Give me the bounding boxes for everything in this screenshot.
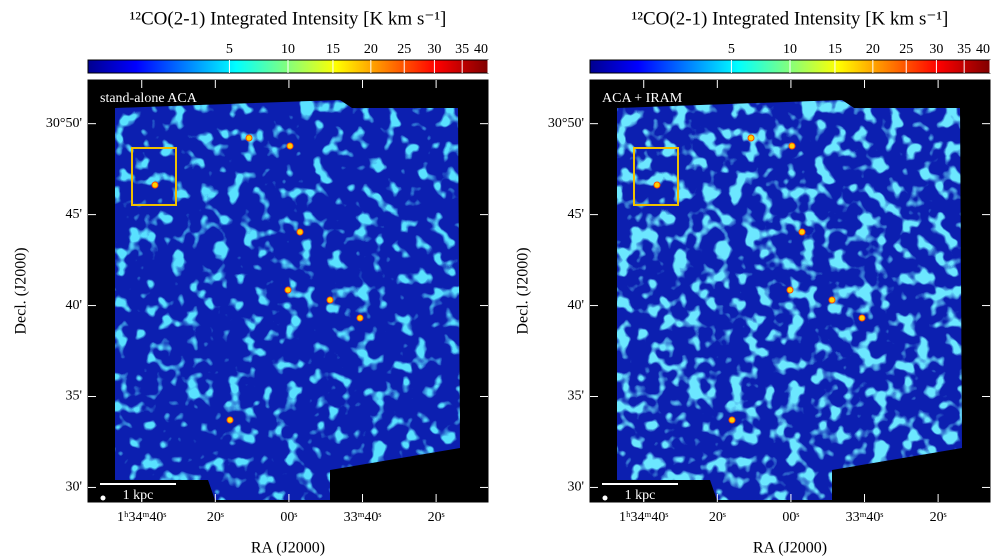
x-tick-label: 20ˢ (207, 510, 224, 525)
colorbar-tick-label: 20 (364, 42, 378, 57)
colorbar-tick-label: 15 (828, 42, 842, 57)
y-axis-label: Decl. (J2000) (13, 247, 30, 334)
emission (115, 100, 460, 500)
scale-bar-label: 1 kpc (123, 488, 154, 503)
colorbar-tick-label: 35 (455, 42, 469, 57)
x-axis-label: RA (J2000) (251, 540, 325, 557)
x-tick-label: 20ˢ (428, 510, 445, 525)
colorbar-tick-label: 5 (728, 42, 735, 57)
y-tick-label: 40' (567, 298, 584, 313)
x-axis-label: RA (J2000) (753, 540, 827, 557)
bright-clump (151, 181, 159, 189)
x-tick-label: 20ˢ (930, 510, 947, 525)
panel-title: ¹²CO(2-1) Integrated Intensity [K km s⁻¹… (130, 8, 447, 29)
map: 1 kpc ACA + IRAM (602, 91, 962, 503)
colorbar-tick-label: 40 (474, 42, 488, 57)
x-tick-label: 33ᵐ40ˢ (344, 510, 382, 525)
x-tick-label: 00ˢ (782, 510, 799, 525)
colorbar-tick-label: 30 (427, 42, 441, 57)
panel-label: ACA + IRAM (602, 91, 683, 106)
x-tick-label: 00ˢ (280, 510, 297, 525)
colorbar-tick-label: 30 (929, 42, 943, 57)
bright-clump (788, 142, 796, 150)
bright-clump (226, 416, 234, 424)
x-tick-label: 1ʰ34ᵐ40ˢ (619, 510, 668, 525)
y-tick-label: 30°50' (46, 116, 82, 131)
map: 1 kpc stand-alone ACA (100, 91, 460, 503)
y-axis-label: Decl. (J2000) (515, 247, 532, 334)
bright-clump (747, 134, 755, 142)
beam (100, 495, 106, 501)
colorbar-tick-label: 20 (866, 42, 880, 57)
colorbar-tick-label: 25 (397, 42, 411, 57)
colorbar-tick-label: 15 (326, 42, 340, 57)
y-tick-label: 45' (65, 207, 82, 222)
bright-clump (326, 296, 334, 304)
beam (602, 495, 608, 501)
y-tick-label: 45' (567, 207, 584, 222)
y-tick-label: 35' (65, 389, 82, 404)
y-tick-label: 30' (65, 480, 82, 495)
scale-bar-label: 1 kpc (625, 488, 656, 503)
bright-clump (653, 181, 661, 189)
frame (589, 79, 991, 503)
frame (87, 79, 489, 503)
bright-clump (284, 286, 292, 294)
bright-clump (245, 134, 253, 142)
zoom-box (131, 147, 177, 206)
bright-clump (798, 228, 806, 236)
y-tick-label: 40' (65, 298, 82, 313)
bright-clump (356, 314, 364, 322)
panel-label: stand-alone ACA (100, 91, 198, 106)
colorbar-tick-label: 10 (783, 42, 797, 57)
bright-clump (728, 416, 736, 424)
y-tick-label: 30°50' (548, 116, 584, 131)
colorbar-tick-label: 35 (957, 42, 971, 57)
colorbar-tick-label: 25 (899, 42, 913, 57)
colorbar-tick-label: 40 (976, 42, 990, 57)
x-tick-label: 20ˢ (709, 510, 726, 525)
colorbar-tick-label: 5 (226, 42, 233, 57)
x-tick-label: 1ʰ34ᵐ40ˢ (117, 510, 166, 525)
emission (617, 100, 962, 500)
colorbar-tick-label: 10 (281, 42, 295, 57)
bright-clump (286, 142, 294, 150)
zoom-box (633, 147, 679, 206)
bright-clump (296, 228, 304, 236)
x-tick-label: 33ᵐ40ˢ (846, 510, 884, 525)
bright-clump (858, 314, 866, 322)
bright-clump (786, 286, 794, 294)
y-tick-label: 30' (567, 480, 584, 495)
y-tick-label: 35' (567, 389, 584, 404)
bright-clump (828, 296, 836, 304)
panel-title: ¹²CO(2-1) Integrated Intensity [K km s⁻¹… (632, 8, 949, 29)
